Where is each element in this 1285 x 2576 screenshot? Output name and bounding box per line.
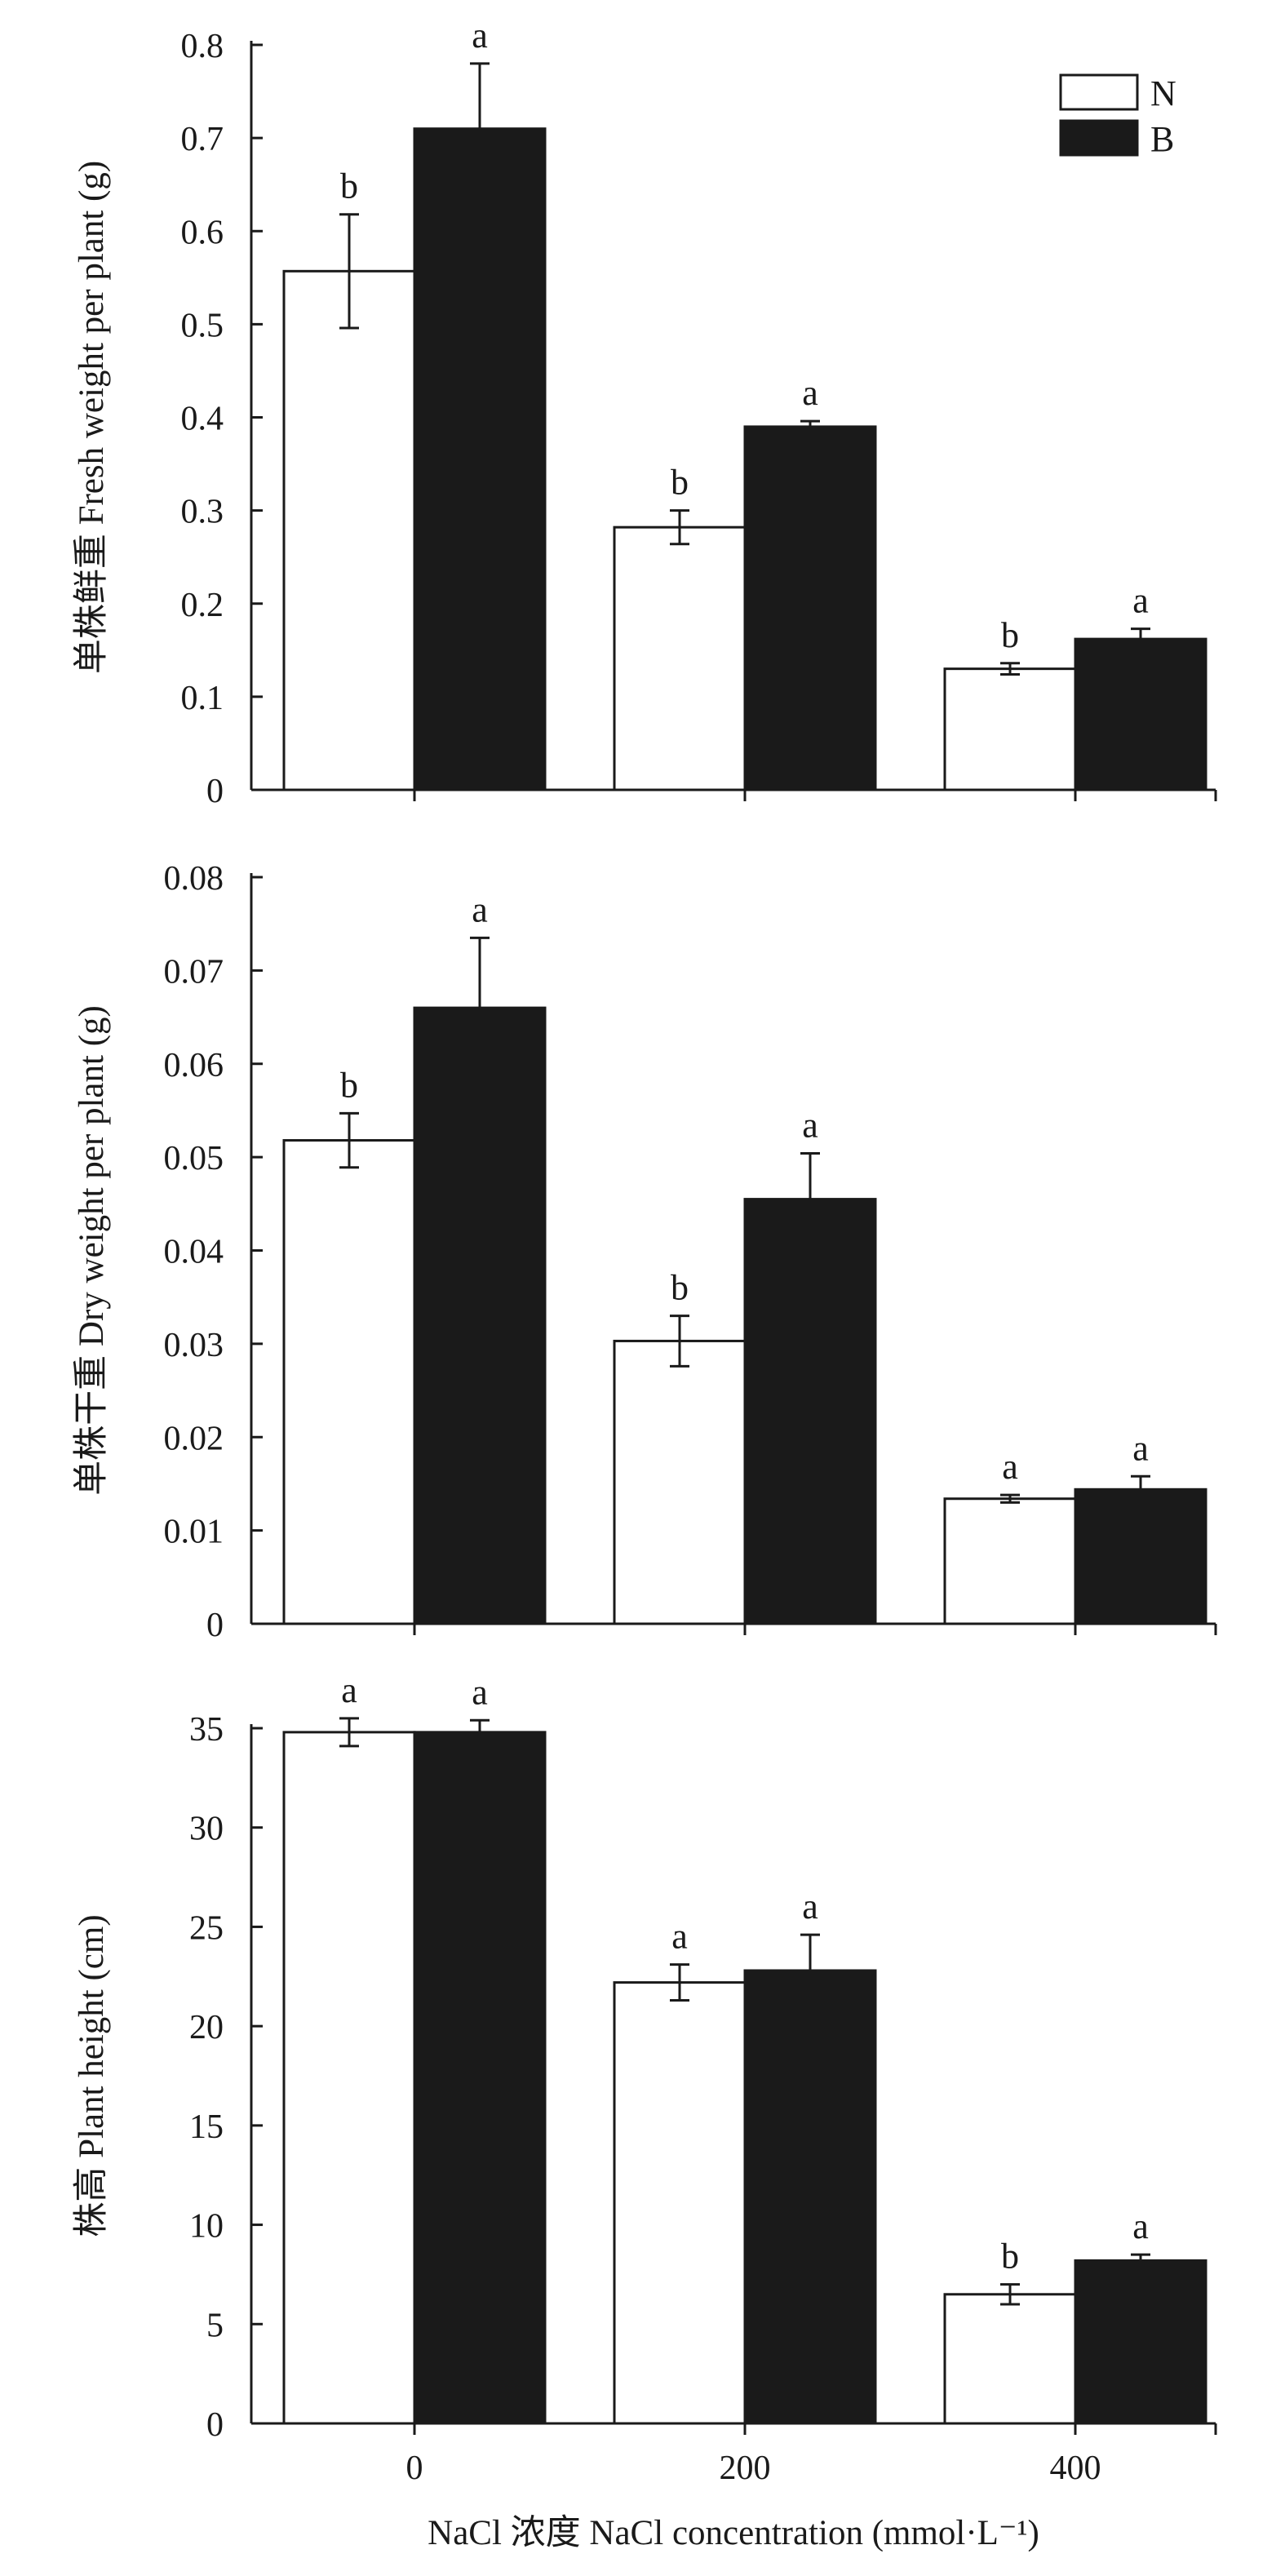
y-tick-label: 0.7 [181, 121, 224, 158]
y-tick-label: 0.5 [181, 307, 224, 344]
significance-letter: b [1001, 2237, 1019, 2277]
bar-N-0 [282, 269, 416, 791]
y-tick-label: 0.08 [164, 860, 224, 898]
significance-letter: b [340, 1065, 358, 1105]
y-axis-label: 单株干重 Dry weight per plant (g) [73, 1005, 111, 1496]
legend-label-B: B [1150, 119, 1174, 159]
x-tick-label: 400 [1050, 2450, 1101, 2487]
chart-panel-1: 0 0.1 0.2 0.3 0.4 0.5 0.6 0.7 0.8 单株鲜重 Fresh weig… [73, 16, 1217, 810]
y-tick-label: 30 [189, 1811, 224, 1848]
y-tick-label: 0.04 [164, 1234, 224, 1271]
y-tick-label: 0 [206, 2406, 224, 2444]
y-tick-label: 0.06 [164, 1047, 224, 1084]
y-tick-label: 20 [189, 2009, 224, 2046]
significance-letter: b [340, 166, 358, 206]
y-tick-label: 10 [189, 2208, 224, 2246]
bar-N-0 [282, 1139, 416, 1625]
significance-letter: a [472, 16, 488, 55]
bar-N-200 [613, 525, 747, 791]
legend-swatch-N [1059, 73, 1139, 111]
bar-N-200 [613, 1339, 747, 1625]
significance-letter: b [671, 1268, 689, 1308]
significance-letter: a [802, 373, 818, 413]
y-axis-label: 株高 Plant height (cm) [73, 1914, 111, 2237]
significance-letter: a [1002, 1447, 1018, 1487]
legend: NB [1059, 73, 1176, 159]
significance-letter: b [1001, 615, 1019, 655]
bar-N-400 [943, 667, 1077, 791]
bar-B-200 [743, 1198, 877, 1625]
y-tick-label: 0.01 [164, 1514, 224, 1551]
significance-letter: a [1132, 2206, 1149, 2246]
x-tick-label: 0 [406, 2450, 423, 2487]
bar-N-0 [282, 1731, 416, 2425]
y-tick-label: 0.2 [181, 587, 224, 624]
y-tick-label: 0.07 [164, 953, 224, 991]
y-tick-label: 0.3 [181, 494, 224, 531]
significance-letter: a [1132, 1428, 1149, 1468]
legend-label-N: N [1150, 73, 1176, 113]
significance-letter: a [802, 1106, 818, 1146]
bar-N-400 [943, 1497, 1077, 1625]
y-tick-label: 35 [189, 1711, 224, 1749]
x-axis-label: NaCl 浓度 NaCl concentration (mmol·L⁻¹) [428, 2514, 1039, 2552]
bar-B-0 [413, 127, 547, 791]
chart-panel-2: 0 0.01 0.02 0.03 0.04 0.05 0.06 0.07 0.08 单株干重 Dr… [73, 860, 1217, 1644]
bar-B-0 [413, 1006, 547, 1625]
bar-N-400 [943, 2293, 1077, 2425]
bar-B-200 [743, 1969, 877, 2425]
bar-N-200 [613, 1981, 747, 2425]
y-tick-label: 15 [189, 2108, 224, 2146]
bar-B-400 [1074, 2259, 1207, 2425]
significance-letter: a [472, 889, 488, 929]
y-tick-label: 25 [189, 1909, 224, 1947]
bar-B-400 [1074, 637, 1207, 791]
bar-B-400 [1074, 1488, 1207, 1625]
y-tick-label: 0.1 [181, 680, 224, 717]
y-tick-label: 0.6 [181, 214, 224, 251]
y-tick-label: 0 [206, 1607, 224, 1644]
y-tick-label: 0.8 [181, 28, 224, 65]
y-tick-label: 0.02 [164, 1420, 224, 1457]
significance-letter: a [341, 1670, 357, 1710]
significance-letter: b [671, 463, 689, 503]
x-tick-label: 200 [720, 2450, 771, 2487]
legend-swatch-B [1059, 119, 1139, 157]
significance-letter: a [472, 1672, 488, 1712]
chart-panel-3: 0 5 10 15 20 25 30 35 株高 Plant height (cm) a a b a a a… [73, 1670, 1217, 2487]
y-tick-label: 0 [206, 773, 224, 810]
bar-B-200 [743, 425, 877, 791]
significance-letter: a [1132, 581, 1149, 621]
y-axis-label: 单株鲜重 Fresh weight per plant (g) [73, 161, 111, 674]
y-tick-label: 5 [206, 2307, 224, 2344]
y-tick-label: 0.4 [181, 401, 224, 438]
significance-letter: a [802, 1887, 818, 1926]
y-tick-label: 0.03 [164, 1327, 224, 1364]
y-tick-label: 0.05 [164, 1140, 224, 1177]
significance-letter: a [671, 1917, 688, 1957]
bar-B-0 [413, 1731, 547, 2425]
